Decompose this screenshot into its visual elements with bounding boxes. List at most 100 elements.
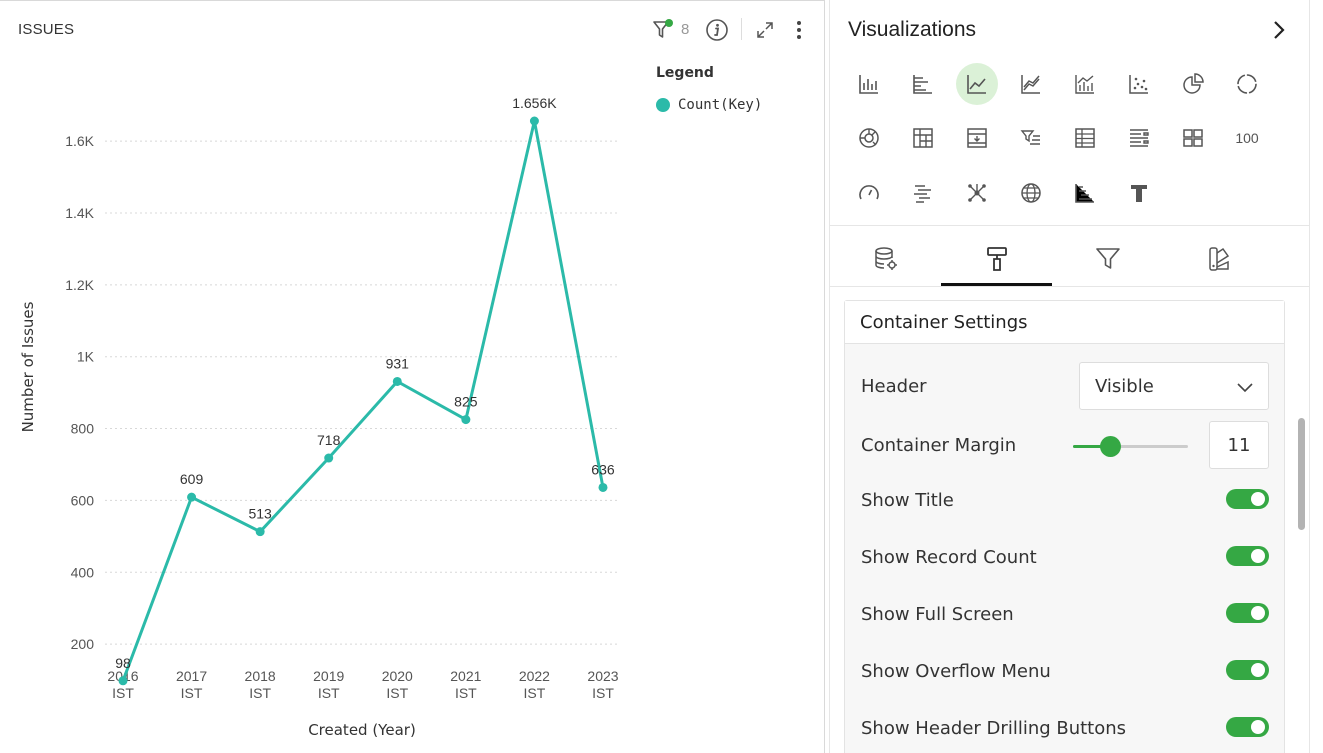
viz-scatter-chart[interactable] <box>1118 63 1160 105</box>
line-chart-icon <box>967 75 986 94</box>
filter-count-badge: 8 <box>681 21 690 38</box>
pie-chart-icon <box>1183 73 1204 94</box>
viz-kpi-number[interactable]: 100 <box>1226 117 1268 159</box>
viz-sunburst-chart[interactable] <box>848 117 890 159</box>
info-button[interactable] <box>702 15 732 45</box>
paint-roller-icon <box>986 247 1007 271</box>
color-swatch-icon <box>1208 247 1229 271</box>
legend-item-count-key[interactable]: Count(Key) <box>656 97 762 113</box>
toggle-knob <box>1251 663 1265 677</box>
widget-toolbar: 8 <box>634 15 824 45</box>
network-icon <box>968 184 986 202</box>
panel-title: Visualizations <box>848 18 977 41</box>
viz-line-chart[interactable] <box>956 63 998 105</box>
data-point[interactable] <box>392 376 402 386</box>
data-label: 718 <box>317 432 341 448</box>
toggle-label-show-overflow-menu: Show Overflow Menu <box>861 661 1051 682</box>
container-settings-body: Header Visible Container Margin Show Tit… <box>845 344 1284 753</box>
viz-geo-map[interactable] <box>1010 172 1052 214</box>
sunburst-icon <box>859 128 879 148</box>
data-label: 636 <box>591 461 615 477</box>
data-point[interactable] <box>324 453 334 463</box>
toggle-knob <box>1251 606 1265 620</box>
tab-data[interactable] <box>830 232 941 286</box>
viz-card-grid[interactable] <box>1172 117 1214 159</box>
viz-combo-chart[interactable] <box>1064 63 1106 105</box>
tabs-divider <box>830 286 1309 287</box>
legend-item-label: Count(Key) <box>678 97 763 113</box>
viz-filter-list[interactable] <box>1010 117 1052 159</box>
area-chart-icon <box>1021 75 1040 94</box>
container-margin-slider[interactable] <box>1073 436 1188 457</box>
viz-network-graph[interactable] <box>956 172 998 214</box>
data-point[interactable] <box>255 527 265 537</box>
filter-icon <box>653 19 673 38</box>
section-divider <box>830 225 1309 226</box>
panel-collapse-button[interactable] <box>1267 16 1291 44</box>
tab-filters[interactable] <box>1052 232 1163 286</box>
y-tick-label: 1K <box>77 349 95 365</box>
gantt-icon <box>914 185 931 203</box>
viz-pivot-table[interactable] <box>902 117 944 159</box>
data-point[interactable] <box>461 415 471 425</box>
x-axis-title: Created (Year) <box>308 721 416 739</box>
fullscreen-button[interactable] <box>750 15 780 45</box>
header-visibility-select[interactable]: Visible <box>1079 362 1269 410</box>
toggle-label-show-full-screen: Show Full Screen <box>861 604 1014 625</box>
show-header-drilling-buttons-toggle[interactable] <box>1226 717 1269 737</box>
x-tick-label: 2021 IST <box>450 668 481 701</box>
data-label: 825 <box>454 394 478 410</box>
show-title-toggle[interactable] <box>1226 489 1269 509</box>
show-full-screen-toggle[interactable] <box>1226 603 1269 623</box>
x-tick-label: 2022 IST <box>519 668 550 701</box>
viz-gauge-chart[interactable] <box>848 172 890 214</box>
filter-list-icon <box>1020 130 1040 145</box>
pivot-table-icon <box>913 128 933 148</box>
x-tick-label: 2019 IST <box>313 668 344 701</box>
container-settings-title: Container Settings <box>845 301 1284 344</box>
tab-theme[interactable] <box>1163 232 1274 286</box>
overflow-menu-button[interactable] <box>784 15 814 45</box>
data-point[interactable] <box>118 676 128 686</box>
viz-drill-table[interactable] <box>956 117 998 159</box>
data-label: 609 <box>180 471 204 487</box>
card-grid-icon <box>1183 129 1203 147</box>
data-point[interactable] <box>187 492 197 502</box>
filter-button[interactable] <box>648 15 678 45</box>
panel-scrollbar[interactable] <box>1298 418 1305 530</box>
viz-area-chart[interactable] <box>1010 63 1052 105</box>
data-label: 1.656K <box>512 95 557 111</box>
show-record-count-toggle[interactable] <box>1226 546 1269 566</box>
data-point[interactable] <box>529 116 539 126</box>
data-point[interactable] <box>598 482 608 492</box>
tab-format[interactable] <box>941 232 1052 286</box>
widget-title: ISSUES <box>18 21 75 38</box>
toolbar-divider <box>741 18 742 40</box>
combo-chart-icon <box>1075 75 1094 94</box>
show-overflow-menu-toggle[interactable] <box>1226 660 1269 680</box>
viz-gantt-chart[interactable] <box>902 172 944 214</box>
legend-swatch <box>656 98 670 112</box>
chart-widget: ISSUES 8 <box>0 0 825 753</box>
table-icon <box>1075 128 1095 148</box>
y-tick-label: 1.6K <box>65 133 94 149</box>
viz-grid-table[interactable] <box>1064 117 1106 159</box>
container-margin-input[interactable] <box>1209 421 1269 469</box>
viz-waterfall-chart[interactable] <box>1064 172 1106 214</box>
header-select-value: Visible <box>1095 375 1154 397</box>
bar-chart-icon <box>913 75 932 94</box>
viz-text-block[interactable] <box>1118 172 1160 214</box>
drill-table-icon <box>967 128 987 148</box>
slider-handle[interactable] <box>1100 436 1122 457</box>
viz-donut-chart[interactable] <box>1226 63 1268 105</box>
y-axis-title: Number of Issues <box>19 301 37 432</box>
gauge-icon <box>859 185 879 200</box>
viz-column-chart[interactable] <box>848 63 890 105</box>
y-tick-label: 600 <box>71 492 95 508</box>
y-tick-label: 800 <box>71 421 95 437</box>
container-settings-panel: Container Settings Header Visible Contai… <box>844 300 1285 753</box>
viz-pie-chart[interactable] <box>1172 63 1214 105</box>
viz-detail-list[interactable] <box>1118 117 1160 159</box>
x-tick-label: 2023 IST <box>587 668 618 701</box>
viz-bar-chart[interactable] <box>902 63 944 105</box>
